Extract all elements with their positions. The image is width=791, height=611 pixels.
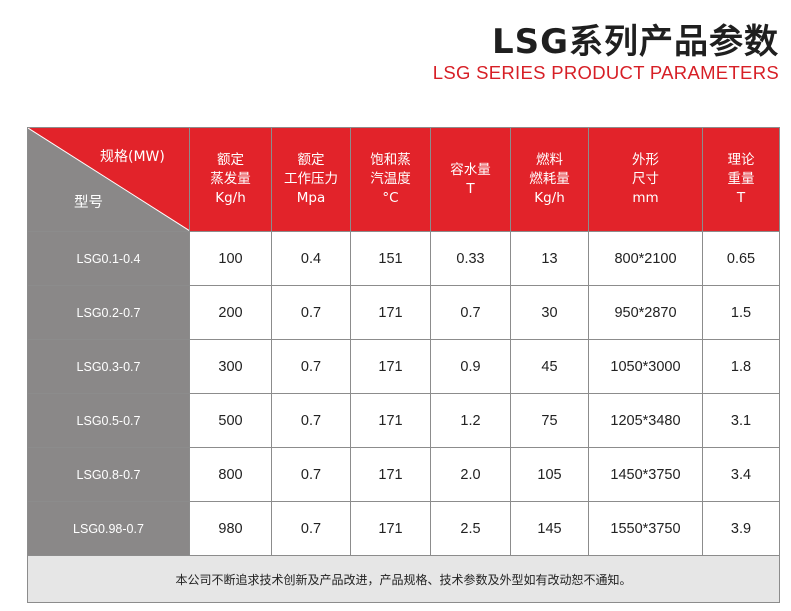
model-cell: LSG0.8-0.7: [27, 447, 190, 502]
weight-cell: 3.1: [702, 393, 780, 448]
temperature-cell: 171: [350, 501, 431, 556]
header-corner-cell: 规格(MW) 型号: [27, 127, 190, 232]
table-row: LSG0.5-0.7 500 0.7 171 1.2 75 1205*3480 …: [27, 393, 780, 448]
table-row: LSG0.98-0.7 980 0.7 171 2.5 145 1550*375…: [27, 501, 780, 556]
pressure-cell: 0.7: [271, 447, 351, 502]
evaporation-cell: 980: [189, 501, 272, 556]
pressure-cell: 0.7: [271, 339, 351, 394]
evaporation-cell: 100: [189, 231, 272, 286]
model-cell: LSG0.3-0.7: [27, 339, 190, 394]
evaporation-cell: 200: [189, 285, 272, 340]
model-cell: LSG0.98-0.7: [27, 501, 190, 556]
water-capacity-cell: 0.33: [430, 231, 511, 286]
fuel-consumption-cell: 105: [510, 447, 589, 502]
table-row: LSG0.1-0.4 100 0.4 151 0.33 13 800*2100 …: [27, 231, 780, 286]
fuel-consumption-cell: 13: [510, 231, 589, 286]
fuel-consumption-cell: 45: [510, 339, 589, 394]
corner-spec-label: 规格(MW): [100, 149, 165, 165]
dimensions-cell: 1450*3750: [588, 447, 703, 502]
disclaimer-note: 本公司不断追求技术创新及产品改进，产品规格、技术参数及外型如有改动恕不通知。: [27, 555, 780, 603]
temperature-cell: 171: [350, 447, 431, 502]
dimensions-cell: 1050*3000: [588, 339, 703, 394]
dimensions-cell: 1205*3480: [588, 393, 703, 448]
header-saturated-steam-temp: 饱和蒸 汽温度 °C: [350, 127, 431, 232]
weight-cell: 3.9: [702, 501, 780, 556]
footer-row: 本公司不断追求技术创新及产品改进，产品规格、技术参数及外型如有改动恕不通知。: [27, 555, 780, 603]
header-dimensions: 外形 尺寸 mm: [588, 127, 703, 232]
weight-cell: 3.4: [702, 447, 780, 502]
fuel-consumption-cell: 145: [510, 501, 589, 556]
dimensions-cell: 1550*3750: [588, 501, 703, 556]
header-water-capacity: 容水量 T: [430, 127, 511, 232]
page-title: LSG系列产品参数: [491, 22, 779, 62]
fuel-consumption-cell: 75: [510, 393, 589, 448]
model-cell: LSG0.5-0.7: [27, 393, 190, 448]
model-cell: LSG0.2-0.7: [27, 285, 190, 340]
water-capacity-cell: 1.2: [430, 393, 511, 448]
temperature-cell: 171: [350, 339, 431, 394]
water-capacity-cell: 2.0: [430, 447, 511, 502]
table-row: LSG0.3-0.7 300 0.7 171 0.9 45 1050*3000 …: [27, 339, 780, 394]
header-rated-evaporation: 额定 蒸发量 Kg/h: [189, 127, 272, 232]
dimensions-cell: 800*2100: [588, 231, 703, 286]
model-cell: LSG0.1-0.4: [27, 231, 190, 286]
corner-model-label: 型号: [74, 195, 103, 211]
weight-cell: 1.5: [702, 285, 780, 340]
parameters-table-container: 规格(MW) 型号 额定 蒸发量 Kg/h 额定 工作压力 Mpa 饱和蒸 汽温…: [27, 127, 780, 603]
water-capacity-cell: 0.7: [430, 285, 511, 340]
pressure-cell: 0.4: [271, 231, 351, 286]
corner-diagonal: [28, 128, 189, 231]
weight-cell: 1.8: [702, 339, 780, 394]
header-theoretical-weight: 理论 重量 T: [702, 127, 780, 232]
header-rated-pressure: 额定 工作压力 Mpa: [271, 127, 351, 232]
fuel-consumption-cell: 30: [510, 285, 589, 340]
weight-cell: 0.65: [702, 231, 780, 286]
evaporation-cell: 500: [189, 393, 272, 448]
page-subtitle: LSG SERIES PRODUCT PARAMETERS: [432, 62, 779, 83]
temperature-cell: 151: [350, 231, 431, 286]
pressure-cell: 0.7: [271, 501, 351, 556]
pressure-cell: 0.7: [271, 285, 351, 340]
temperature-cell: 171: [350, 285, 431, 340]
evaporation-cell: 300: [189, 339, 272, 394]
parameters-table: 规格(MW) 型号 额定 蒸发量 Kg/h 额定 工作压力 Mpa 饱和蒸 汽温…: [27, 127, 780, 603]
pressure-cell: 0.7: [271, 393, 351, 448]
dimensions-cell: 950*2870: [588, 285, 703, 340]
table-row: LSG0.2-0.7 200 0.7 171 0.7 30 950*2870 1…: [27, 285, 780, 340]
temperature-cell: 171: [350, 393, 431, 448]
header-row: 规格(MW) 型号 额定 蒸发量 Kg/h 额定 工作压力 Mpa 饱和蒸 汽温…: [27, 127, 780, 232]
evaporation-cell: 800: [189, 447, 272, 502]
water-capacity-cell: 0.9: [430, 339, 511, 394]
table-row: LSG0.8-0.7 800 0.7 171 2.0 105 1450*3750…: [27, 447, 780, 502]
water-capacity-cell: 2.5: [430, 501, 511, 556]
header-fuel-consumption: 燃料 燃耗量 Kg/h: [510, 127, 589, 232]
